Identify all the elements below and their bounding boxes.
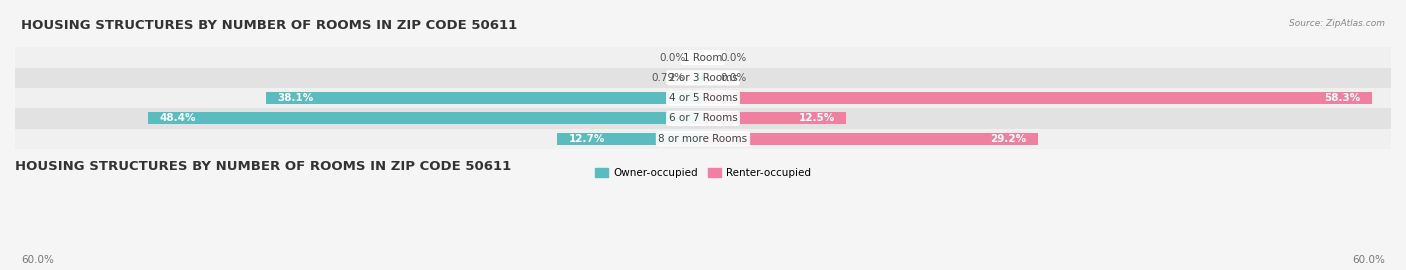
Bar bbox=[15, 129, 1391, 149]
Text: 58.3%: 58.3% bbox=[1324, 93, 1360, 103]
Bar bbox=[557, 133, 703, 145]
Text: 4 or 5 Rooms: 4 or 5 Rooms bbox=[669, 93, 737, 103]
Text: HOUSING STRUCTURES BY NUMBER OF ROOMS IN ZIP CODE 50611: HOUSING STRUCTURES BY NUMBER OF ROOMS IN… bbox=[21, 19, 517, 32]
Text: 0.0%: 0.0% bbox=[720, 73, 747, 83]
Bar bbox=[15, 68, 1391, 88]
Text: 48.4%: 48.4% bbox=[159, 113, 195, 123]
Text: 2 or 3 Rooms: 2 or 3 Rooms bbox=[669, 73, 737, 83]
Text: 8 or more Rooms: 8 or more Rooms bbox=[658, 134, 748, 144]
Text: 29.2%: 29.2% bbox=[990, 134, 1026, 144]
Bar bbox=[703, 92, 1371, 104]
Legend: Owner-occupied, Renter-occupied: Owner-occupied, Renter-occupied bbox=[591, 164, 815, 182]
Text: 12.5%: 12.5% bbox=[799, 113, 835, 123]
Bar bbox=[15, 48, 1391, 68]
Text: 0.0%: 0.0% bbox=[659, 53, 686, 63]
Text: 0.79%: 0.79% bbox=[652, 73, 685, 83]
Bar bbox=[266, 92, 703, 104]
Text: 0.0%: 0.0% bbox=[720, 53, 747, 63]
Text: HOUSING STRUCTURES BY NUMBER OF ROOMS IN ZIP CODE 50611: HOUSING STRUCTURES BY NUMBER OF ROOMS IN… bbox=[15, 160, 512, 173]
Bar bbox=[703, 133, 1038, 145]
Text: 60.0%: 60.0% bbox=[21, 255, 53, 265]
Text: 6 or 7 Rooms: 6 or 7 Rooms bbox=[669, 113, 737, 123]
Text: Source: ZipAtlas.com: Source: ZipAtlas.com bbox=[1289, 19, 1385, 28]
Bar bbox=[15, 88, 1391, 108]
Bar bbox=[695, 72, 703, 84]
Bar bbox=[703, 112, 846, 124]
Text: 12.7%: 12.7% bbox=[569, 134, 605, 144]
Bar bbox=[148, 112, 703, 124]
Text: 60.0%: 60.0% bbox=[1353, 255, 1385, 265]
Bar bbox=[15, 108, 1391, 129]
Text: 1 Room: 1 Room bbox=[683, 53, 723, 63]
Text: 38.1%: 38.1% bbox=[277, 93, 314, 103]
